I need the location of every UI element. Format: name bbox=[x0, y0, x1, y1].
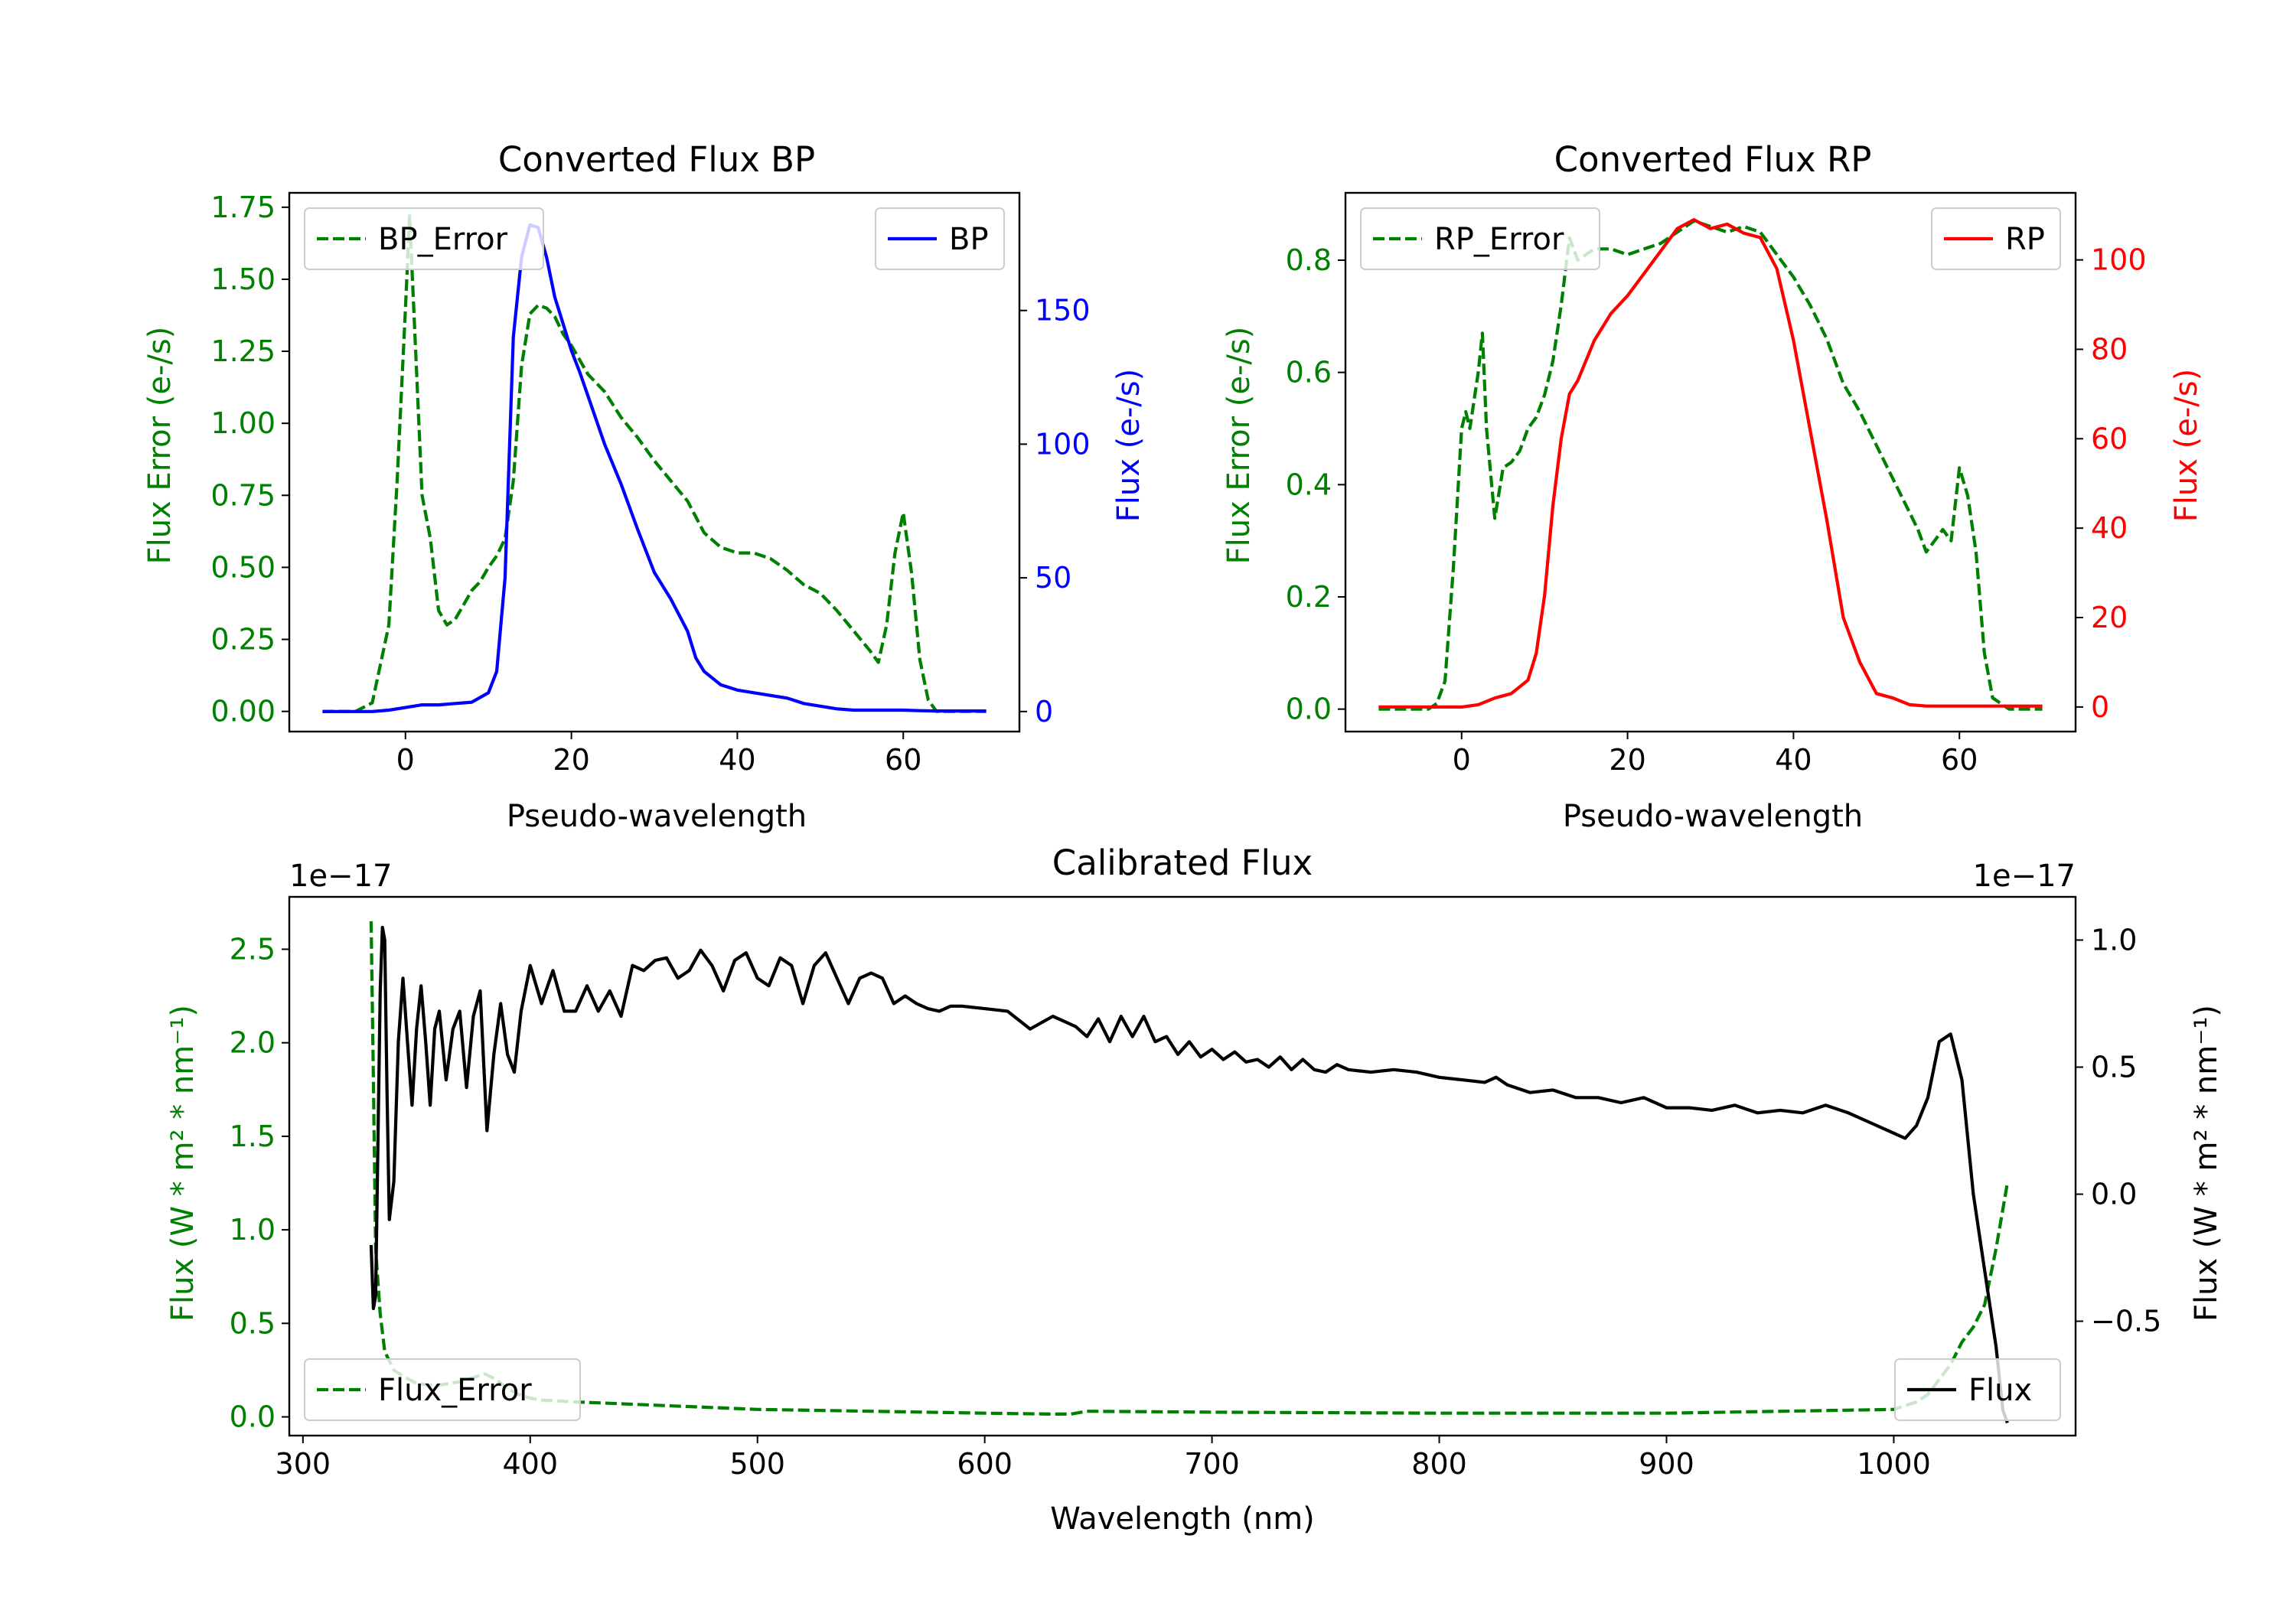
x-tick-label: 0 bbox=[1453, 743, 1471, 777]
panel-bp-xlabel: Pseudo-wavelength bbox=[507, 799, 807, 834]
legend-rp-error: RP_Error bbox=[1360, 207, 1600, 270]
y-left-tick-label: 2.0 bbox=[230, 1026, 276, 1060]
series-line-bp bbox=[322, 223, 987, 713]
legend-label: BP bbox=[949, 222, 989, 257]
y-left-tick-label: 0.00 bbox=[210, 695, 276, 729]
legend-bp: BP bbox=[875, 207, 1005, 270]
y-right-tick-label: −0.5 bbox=[2091, 1305, 2161, 1338]
x-tick-label: 60 bbox=[885, 743, 921, 777]
x-tick-label: 300 bbox=[276, 1447, 331, 1481]
x-tick-label: 20 bbox=[553, 743, 589, 777]
y-right-tick-label: 60 bbox=[2091, 422, 2128, 455]
panel-calibrated-ylabel-left: Flux (W * m² * nm⁻¹) bbox=[165, 1005, 201, 1322]
x-tick-label: 60 bbox=[1941, 743, 1978, 777]
y-left-tick-label: 1.0 bbox=[230, 1213, 276, 1247]
legend-box bbox=[1894, 1358, 2061, 1421]
panel-bp: Converted Flux BP Pseudo-wavelength Flux… bbox=[142, 139, 1146, 834]
y-left-tick-label: 0.2 bbox=[1286, 580, 1332, 614]
legend-label: Flux_Error bbox=[378, 1373, 532, 1408]
y-left-tick-label: 0.4 bbox=[1286, 468, 1332, 501]
y-left-tick-label: 2.5 bbox=[230, 932, 276, 966]
y-left-tick-label: 1.5 bbox=[230, 1120, 276, 1153]
panel-calibrated: Calibrated Flux Wavelength (nm) Flux (W … bbox=[165, 843, 2224, 1537]
y-left-tick-label: 0.6 bbox=[1286, 356, 1332, 390]
legend-label: RP_Error bbox=[1434, 222, 1564, 257]
y-right-tick-label: 0 bbox=[2091, 690, 2109, 724]
y-right-tick-label: 150 bbox=[1035, 294, 1091, 328]
chart-1-plot: 0 20 40 60 0.0 0.2 0.4 0.6 0.8 0 20 40 60 80 100 RP_Err… bbox=[1286, 191, 2147, 777]
legend-flux-error: Flux_Error bbox=[304, 1358, 581, 1421]
y-left-tick-label: 0.50 bbox=[210, 550, 276, 584]
y-left-tick-label: 0.8 bbox=[1286, 243, 1332, 277]
y-right-tick-label: 40 bbox=[2091, 511, 2128, 545]
panel-rp-ylabel-left: Flux Error (e-/s) bbox=[1221, 327, 1257, 565]
x-tick-label: 600 bbox=[957, 1447, 1013, 1481]
panel-rp: Converted Flux RP Pseudo-wavelength Flux… bbox=[1221, 139, 2204, 834]
y-right-tick-label: 0 bbox=[1035, 695, 1053, 729]
series-line-rp-error bbox=[1378, 219, 2043, 711]
legend-box bbox=[1360, 207, 1600, 270]
y-left-tick-label: 0.5 bbox=[230, 1306, 276, 1340]
legend-box bbox=[304, 207, 544, 270]
x-tick-label: 700 bbox=[1184, 1447, 1240, 1481]
legend-box bbox=[875, 207, 1005, 270]
y-right-tick-label: 100 bbox=[1035, 427, 1091, 461]
x-tick-label: 900 bbox=[1639, 1447, 1694, 1481]
y-right-tick-label: 0.5 bbox=[2091, 1050, 2137, 1084]
y-left-tick-label: 1.75 bbox=[210, 191, 276, 224]
panel-calibrated-ylabel-right: Flux (W * m² * nm⁻¹) bbox=[2189, 1005, 2224, 1322]
series-line-rp bbox=[1378, 218, 2043, 709]
series-line-bp-error bbox=[322, 214, 987, 713]
panel-rp-xlabel: Pseudo-wavelength bbox=[1563, 799, 1863, 834]
legend-label: RP bbox=[2005, 222, 2045, 257]
x-tick-label: 1000 bbox=[1857, 1447, 1931, 1481]
y-right-tick-label: 80 bbox=[2091, 332, 2128, 366]
chart-2-axes-frame bbox=[288, 895, 2077, 1437]
x-tick-label: 400 bbox=[502, 1447, 558, 1481]
panel-calibrated-offset-right: 1e−17 bbox=[1973, 859, 2076, 894]
y-right-tick-label: 100 bbox=[2091, 243, 2147, 277]
series-line-flux bbox=[369, 925, 2009, 1424]
chart-2-plot: 300 400 500 600 700 800 900 1000 0.0 0.5 1.0 1.5 2.0… bbox=[230, 895, 2161, 1481]
panel-bp-ylabel-right: Flux (e-/s) bbox=[1111, 369, 1146, 522]
legend-flux: Flux bbox=[1894, 1358, 2061, 1421]
legend-label: BP_Error bbox=[378, 222, 508, 257]
panel-rp-ylabel-right: Flux (e-/s) bbox=[2169, 369, 2204, 522]
panel-calibrated-title: Calibrated Flux bbox=[1052, 843, 1313, 883]
y-right-tick-label: 20 bbox=[2091, 601, 2128, 634]
x-tick-label: 40 bbox=[1775, 743, 1812, 777]
chart-1-axes-frame bbox=[1344, 191, 2077, 733]
y-right-tick-label: 1.0 bbox=[2091, 923, 2137, 957]
panel-calibrated-offset-left: 1e−17 bbox=[289, 859, 392, 894]
panel-calibrated-xlabel: Wavelength (nm) bbox=[1050, 1501, 1315, 1537]
x-tick-label: 20 bbox=[1609, 743, 1645, 777]
x-tick-label: 500 bbox=[729, 1447, 785, 1481]
y-left-tick-label: 0.0 bbox=[230, 1400, 276, 1434]
x-tick-label: 800 bbox=[1411, 1447, 1467, 1481]
legend-box bbox=[304, 1358, 581, 1421]
legend-box bbox=[1931, 207, 2061, 270]
panel-bp-ylabel-left: Flux Error (e-/s) bbox=[142, 327, 178, 565]
panel-rp-title: Converted Flux RP bbox=[1554, 139, 1872, 180]
y-left-tick-label: 0.75 bbox=[210, 478, 276, 512]
chart-0-axes-frame bbox=[288, 191, 1021, 733]
chart-0-plot: 0 20 40 60 0.00 0.25 0.50 0.75 1.00 1.25 1.50 1.75 0… bbox=[210, 191, 1090, 777]
legend-bp-error: BP_Error bbox=[304, 207, 544, 270]
y-right-tick-label: 0.0 bbox=[2091, 1178, 2137, 1211]
y-left-tick-label: 1.00 bbox=[210, 406, 276, 440]
x-tick-label: 0 bbox=[396, 743, 415, 777]
y-left-tick-label: 0.0 bbox=[1286, 693, 1332, 726]
panel-bp-title: Converted Flux BP bbox=[498, 139, 815, 180]
y-left-tick-label: 0.25 bbox=[210, 623, 276, 657]
x-tick-label: 40 bbox=[719, 743, 755, 777]
legend-rp: RP bbox=[1931, 207, 2061, 270]
y-left-tick-label: 1.50 bbox=[210, 262, 276, 296]
y-right-tick-label: 50 bbox=[1035, 561, 1071, 595]
legend-label: Flux bbox=[1968, 1373, 2032, 1408]
y-left-tick-label: 1.25 bbox=[210, 334, 276, 368]
